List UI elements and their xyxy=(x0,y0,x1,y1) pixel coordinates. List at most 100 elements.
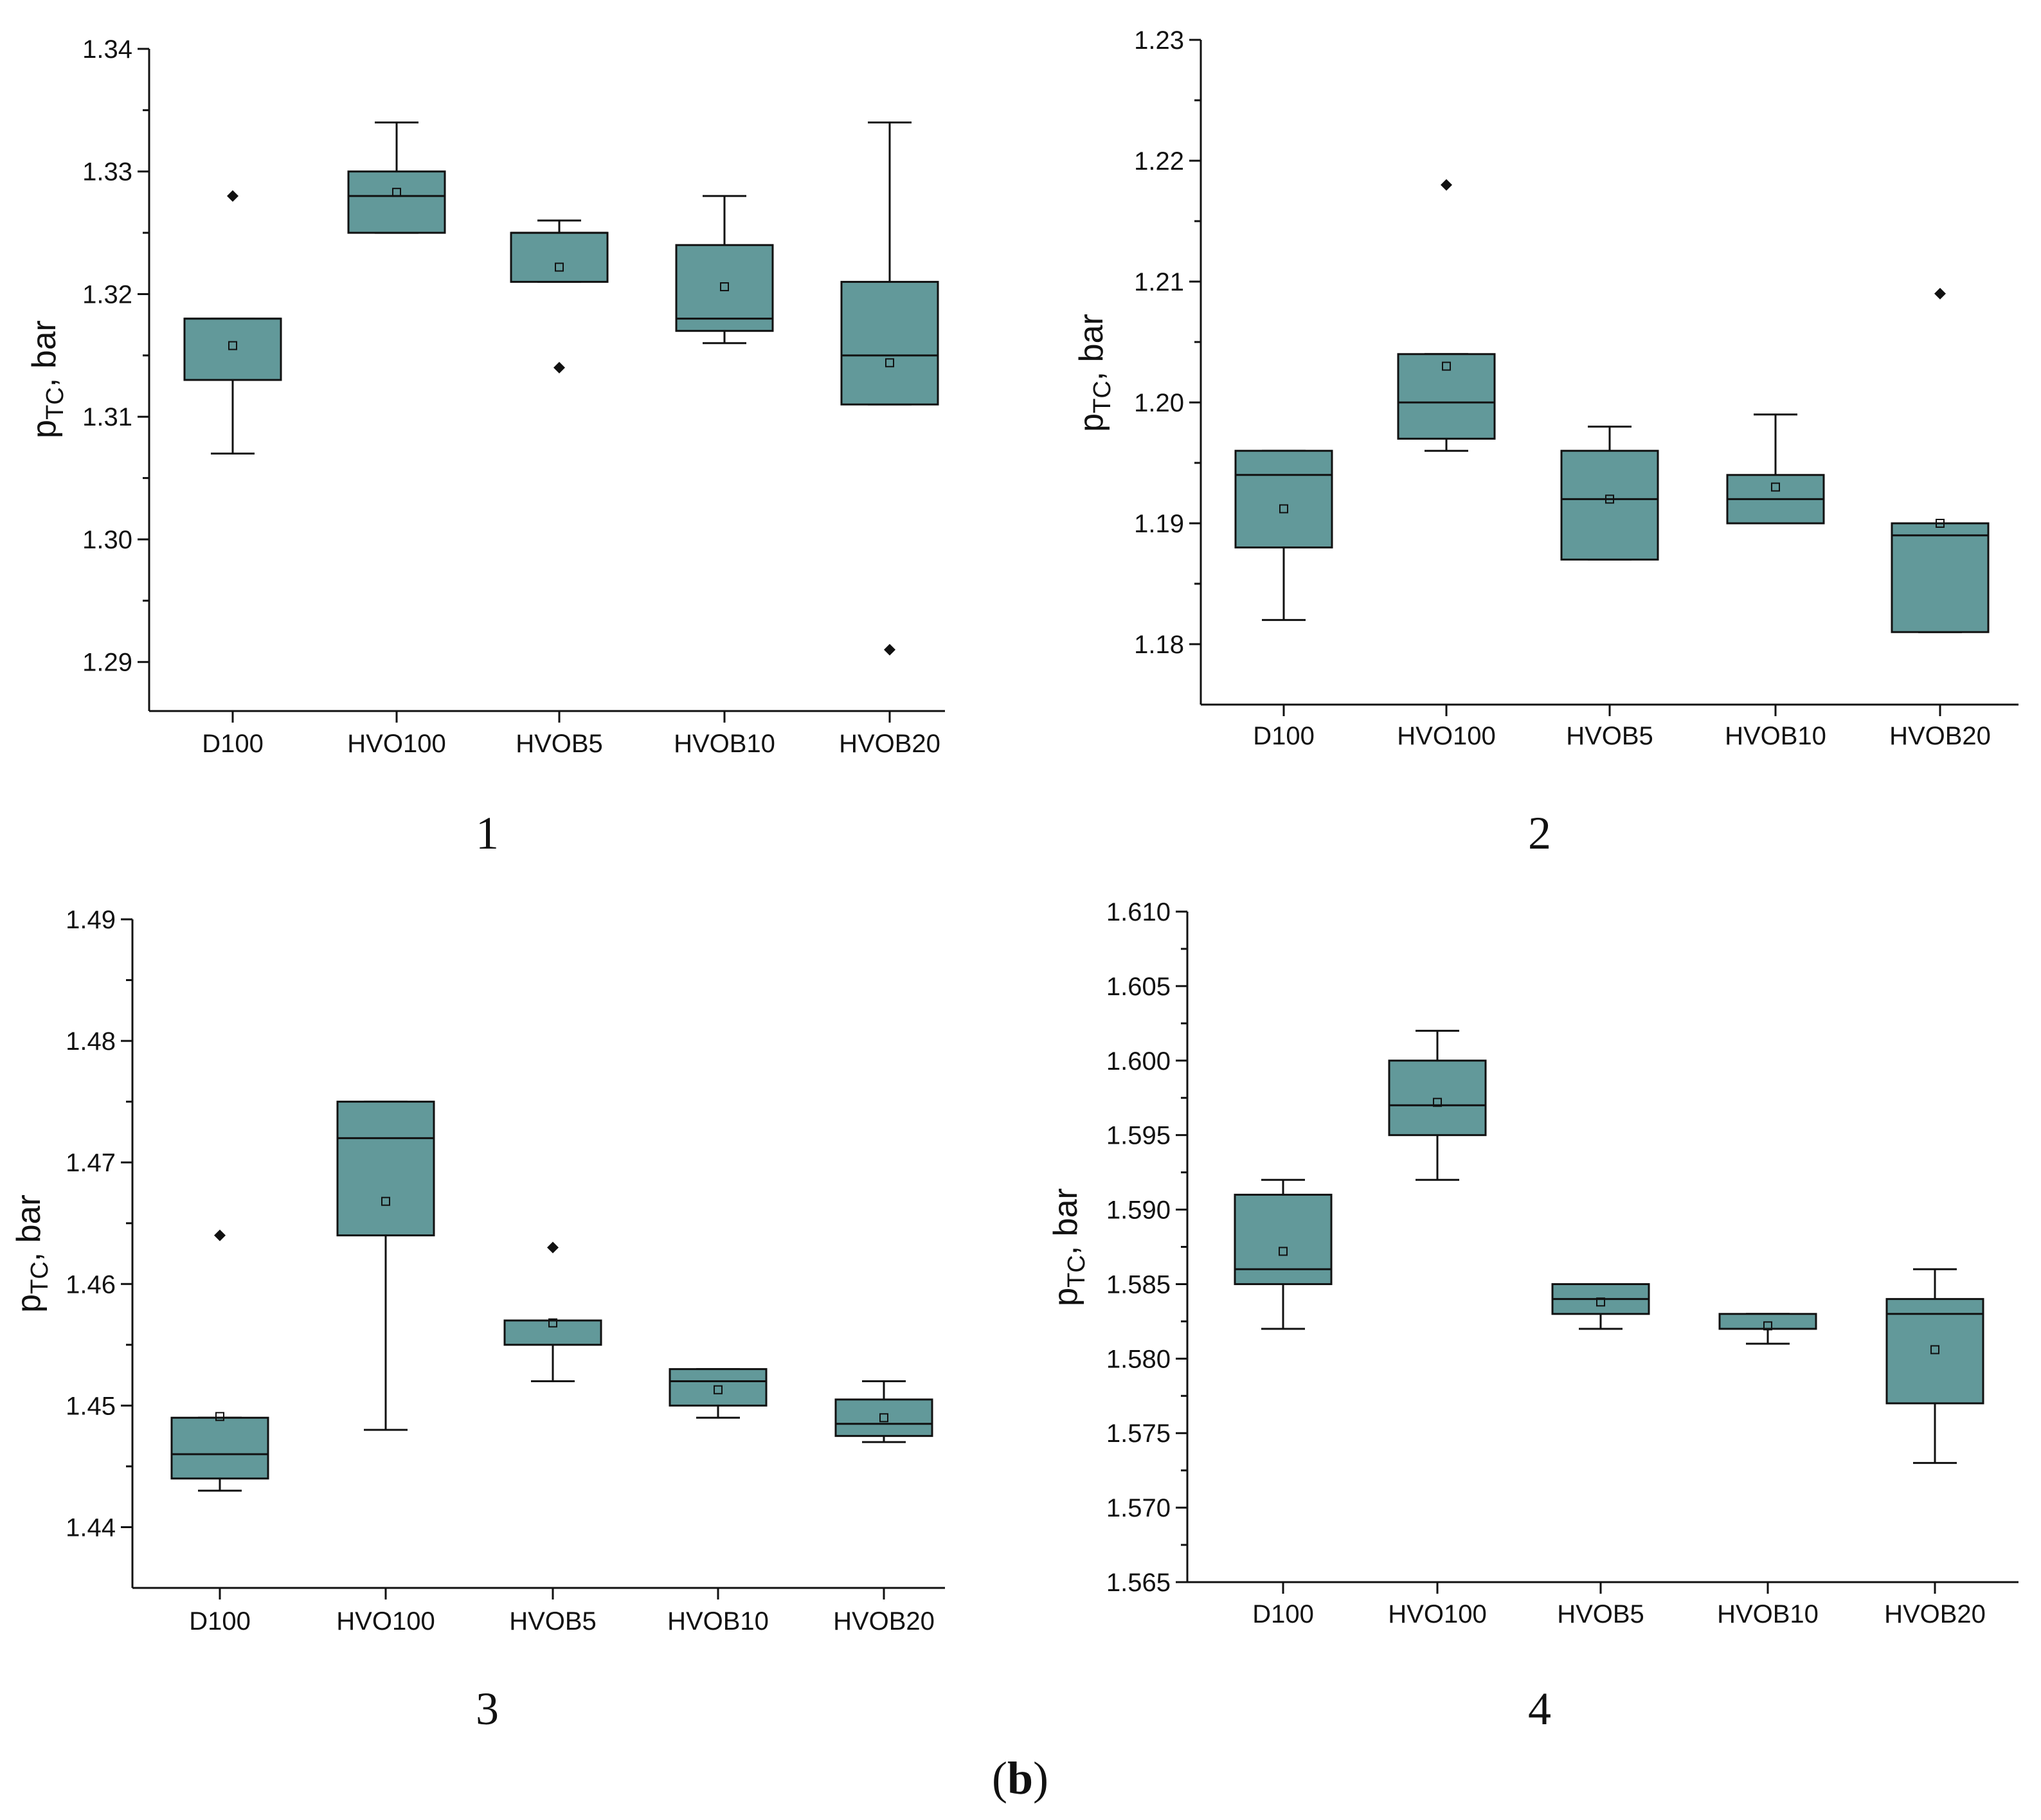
box-hvob20 xyxy=(1891,522,1990,633)
x-tick-label-hvo100: HVO100 xyxy=(1397,722,1495,750)
y-tick-label: 1.44 xyxy=(66,1513,116,1542)
mean-marker-hvob10 xyxy=(1771,482,1780,492)
caption-close: ) xyxy=(1033,1752,1048,1804)
mean-marker-hvob10 xyxy=(720,282,729,292)
y-tick-label: 1.595 xyxy=(1106,1122,1171,1150)
box-hvo100 xyxy=(1397,353,1496,440)
box-hvob10 xyxy=(675,244,774,332)
box-d100 xyxy=(1234,449,1333,549)
y-tick-label: 1.22 xyxy=(1134,147,1184,176)
y-axis-label-unit: , bar xyxy=(10,1194,48,1261)
y-tick-label: 1.29 xyxy=(82,649,132,677)
y-tick-label: 1.45 xyxy=(66,1392,116,1420)
box-hvob10 xyxy=(669,1368,768,1407)
y-axis-label-subscript: TC xyxy=(26,1261,53,1294)
x-tick-label-hvo100: HVO100 xyxy=(347,730,445,758)
y-tick-label: 1.585 xyxy=(1106,1270,1171,1299)
y-tick-label: 1.33 xyxy=(82,158,132,186)
y-tick-label: 1.610 xyxy=(1106,898,1171,926)
y-tick-label: 1.30 xyxy=(82,526,132,554)
mean-marker-hvob10 xyxy=(1763,1321,1772,1331)
y-tick-label: 1.605 xyxy=(1106,973,1171,1001)
box-hvob20 xyxy=(840,280,939,406)
y-axis-label: pTC, bar xyxy=(10,1194,53,1313)
panel-1: 1.29 1.30 1.31 1.32 1.33 1.34 D100 HVO100 HVOB5 H… xyxy=(26,35,945,859)
x-tick-label-d100: D100 xyxy=(202,730,264,758)
panel-number: 3 xyxy=(476,1683,499,1734)
mean-marker-hvob20 xyxy=(885,358,894,368)
mean-marker-d100 xyxy=(1279,1247,1288,1256)
x-tick-label-hvob10: HVOB10 xyxy=(674,730,775,758)
box-hvo100 xyxy=(347,170,446,234)
x-tick-label-hvob5: HVOB5 xyxy=(1557,1600,1644,1628)
mean-marker-hvob5 xyxy=(1605,494,1614,504)
y-tick-label: 1.32 xyxy=(82,280,132,309)
x-tick-label-hvo100: HVO100 xyxy=(336,1607,435,1635)
mean-marker-hvob5 xyxy=(555,262,564,272)
mean-marker-hvo100 xyxy=(1433,1097,1442,1107)
caption-letter: b xyxy=(1007,1752,1033,1804)
y-tick-label: 1.570 xyxy=(1106,1494,1171,1522)
x-tick-label-hvob5: HVOB5 xyxy=(516,730,603,758)
mean-marker-d100 xyxy=(228,341,237,350)
y-tick-label: 1.21 xyxy=(1134,268,1184,296)
x-tick-label-hvob20: HVOB20 xyxy=(1884,1600,1986,1628)
y-tick-label: 1.580 xyxy=(1106,1345,1171,1373)
mean-marker-hvob20 xyxy=(1930,1345,1939,1355)
y-axis-label-unit: , bar xyxy=(1073,314,1110,381)
outlier-point-hvob20 xyxy=(884,644,895,656)
y-axis-label-subscript: TC xyxy=(1063,1255,1090,1288)
y-axis-label: pTC, bar xyxy=(1073,314,1116,432)
box-d100 xyxy=(1234,1193,1333,1285)
mean-marker-hvo100 xyxy=(392,188,401,197)
outlier-point-hvob5 xyxy=(547,1241,559,1254)
x-tick-label-hvob10: HVOB10 xyxy=(1725,722,1826,750)
outlier-point-hvob5 xyxy=(553,361,565,374)
box-hvob20 xyxy=(834,1398,933,1437)
x-tick-label-hvob20: HVOB20 xyxy=(1889,722,1991,750)
y-tick-label: 1.46 xyxy=(66,1270,116,1299)
y-axis-label-main: p xyxy=(1047,1288,1084,1306)
mean-marker-hvo100 xyxy=(1442,361,1451,371)
y-axis-label-main: p xyxy=(26,420,63,438)
panel-2: 1.18 1.19 1.20 1.21 1.22 1.23 D100 HVO100 HVOB5 H… xyxy=(1073,26,2019,859)
x-tick-label-hvob5: HVOB5 xyxy=(1566,722,1653,750)
mean-marker-hvob10 xyxy=(714,1385,723,1394)
box-hvob5 xyxy=(1560,449,1659,561)
y-axis-label: pTC, bar xyxy=(26,320,69,438)
caption-open: ( xyxy=(992,1752,1007,1804)
y-axis-label-main: p xyxy=(1073,413,1110,432)
mean-marker-hvo100 xyxy=(381,1196,390,1206)
mean-marker-d100 xyxy=(1279,504,1288,514)
mean-marker-hvob5 xyxy=(1596,1297,1605,1307)
outlier-point-d100 xyxy=(214,1229,226,1241)
outlier-point-hvo100 xyxy=(1441,179,1452,191)
mean-marker-hvob20 xyxy=(879,1413,888,1423)
y-tick-label: 1.600 xyxy=(1106,1047,1171,1076)
box-hvob5 xyxy=(503,1319,602,1346)
panel-4: 1.565 1.570 1.575 1.580 1.585 1.590 1.595 1.600… xyxy=(1047,898,2019,1734)
y-tick-label: 1.34 xyxy=(82,35,132,64)
y-tick-label: 1.31 xyxy=(82,403,132,431)
outlier-point-d100 xyxy=(227,190,238,202)
y-tick-label: 1.23 xyxy=(1134,26,1184,55)
box-d100 xyxy=(170,1416,269,1480)
outlier-point-hvob20 xyxy=(1934,287,1946,300)
mean-marker-hvob5 xyxy=(548,1318,557,1328)
y-tick-label: 1.19 xyxy=(1134,510,1184,538)
panel-number: 4 xyxy=(1528,1683,1551,1734)
box-hvob20 xyxy=(1885,1298,1984,1405)
y-tick-label: 1.20 xyxy=(1134,389,1184,417)
panel-number: 2 xyxy=(1528,807,1551,859)
x-tick-label-d100: D100 xyxy=(1252,1600,1314,1628)
y-axis-label-subscript: TC xyxy=(42,387,69,420)
figure-caption: (b) xyxy=(992,1752,1048,1804)
y-axis-label-subscript: TC xyxy=(1089,381,1116,413)
x-tick-label-hvob10: HVOB10 xyxy=(667,1607,769,1635)
x-tick-label-hvob20: HVOB20 xyxy=(833,1607,935,1635)
y-tick-label: 1.575 xyxy=(1106,1419,1171,1448)
x-tick-label-d100: D100 xyxy=(1253,722,1315,750)
y-tick-label: 1.18 xyxy=(1134,631,1184,659)
y-tick-label: 1.48 xyxy=(66,1027,116,1056)
